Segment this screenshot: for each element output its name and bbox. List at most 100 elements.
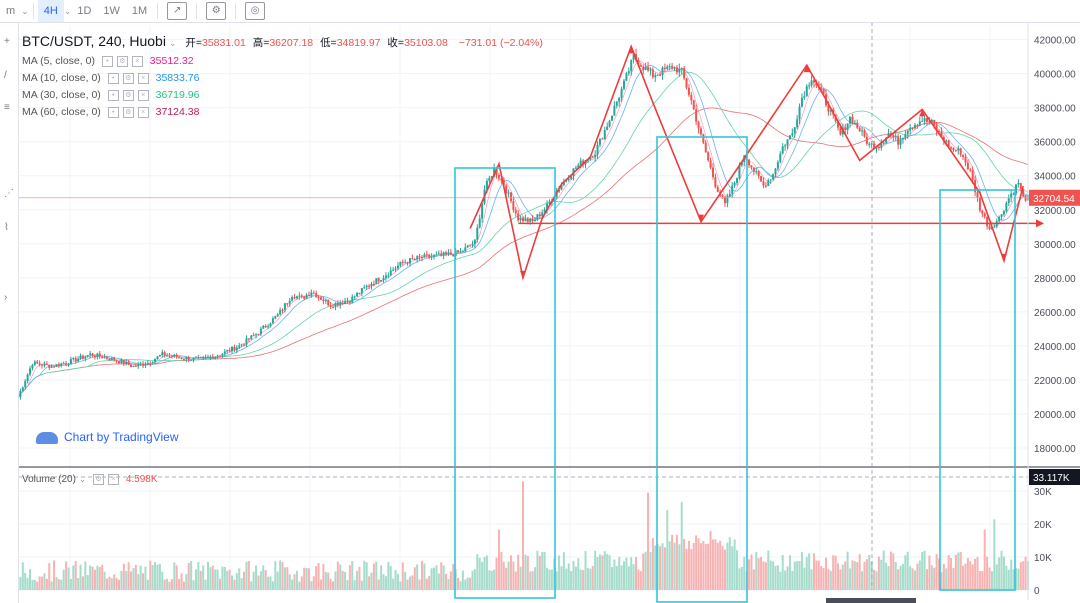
candle-body (146, 363, 149, 365)
volume-bar (235, 573, 238, 590)
volume-bar (132, 568, 135, 590)
candle-body (137, 363, 140, 367)
pattern-icon[interactable]: ⋰ (4, 188, 14, 199)
candle-body (512, 201, 515, 210)
close-icon[interactable]: × (137, 72, 149, 84)
volume-tick-label: 30K (1034, 487, 1052, 498)
settings-icon[interactable]: ⚙ (93, 474, 105, 485)
interval-1d[interactable]: 1D (77, 5, 92, 17)
candle-body (938, 130, 941, 132)
fib-icon[interactable]: ≡ (4, 102, 10, 113)
candle-body (598, 138, 601, 145)
volume-bar (762, 561, 765, 590)
close-icon[interactable]: × (108, 474, 120, 485)
candle-body (471, 244, 474, 246)
volume-bar (875, 571, 878, 590)
volume-bar (497, 529, 500, 590)
volume-bar (219, 578, 221, 590)
volume-bar (971, 564, 974, 590)
volume-bar (127, 562, 130, 590)
volume-bar (654, 545, 657, 590)
volume-bar (623, 561, 625, 590)
volume-bar (812, 553, 815, 590)
settings-icon[interactable]: ⚙ (122, 106, 134, 118)
volume-bar (748, 559, 751, 590)
candle-body (380, 280, 383, 282)
settings-icon[interactable]: ⚙ (122, 89, 134, 101)
close-icon[interactable]: × (137, 89, 149, 101)
volume-bar (447, 578, 450, 590)
candle-body (447, 252, 450, 255)
volume-bar (502, 561, 505, 590)
chevron-down-icon[interactable]: ⌄ (21, 5, 29, 16)
crosshair-icon[interactable]: + (4, 36, 10, 47)
candle-body (976, 192, 979, 198)
chart-style-icon[interactable]: ↗ (167, 2, 188, 20)
close-icon[interactable]: × (137, 106, 149, 118)
candle-body (570, 175, 573, 180)
candle-body (406, 262, 409, 264)
volume-bar (757, 558, 760, 590)
interval-1w[interactable]: 1W (103, 5, 120, 17)
volume-bar (110, 578, 113, 590)
candle-body (158, 355, 161, 357)
brush-icon[interactable]: ⌇ (4, 222, 9, 233)
candle-body (543, 209, 546, 213)
chevron-down-icon[interactable]: ⌄ (78, 474, 87, 485)
volume-bar (570, 571, 573, 590)
candle-body (57, 364, 60, 366)
candle-body (904, 134, 907, 139)
volume-bar (312, 576, 315, 590)
volume-bar (115, 577, 118, 590)
volume-bar (1002, 556, 1005, 590)
candle-body (387, 275, 390, 277)
settings-icon[interactable]: ⚙ (122, 72, 134, 84)
candle-body (351, 296, 354, 303)
close-icon[interactable]: × (131, 55, 143, 67)
volume-bar (702, 540, 705, 590)
volume-bar (598, 554, 601, 590)
interval-4h[interactable]: 4H (37, 0, 64, 22)
volume-bar (613, 559, 616, 590)
volume-bar (738, 568, 741, 590)
eye-icon[interactable]: • (101, 55, 113, 67)
volume-bar (639, 571, 642, 590)
candle-body (315, 293, 318, 298)
chevron-down-icon[interactable]: ⌄ (168, 38, 177, 48)
settings-icon[interactable]: ⚙ (206, 2, 227, 20)
trendline-icon[interactable]: / (4, 70, 7, 81)
candle-body (185, 357, 188, 360)
candle-body (445, 252, 448, 255)
candle-body (656, 74, 659, 76)
volume-bar (524, 554, 527, 590)
zoom-icon[interactable]: › (4, 292, 8, 303)
eye-icon[interactable]: • (107, 89, 119, 101)
candle-body (245, 338, 248, 345)
chevron-down-icon[interactable]: ⌄ (63, 5, 72, 16)
screenshot-icon[interactable]: ◎ (245, 2, 266, 20)
candle-body (608, 120, 611, 127)
volume-bar (252, 571, 255, 590)
eye-icon[interactable]: • (107, 72, 119, 84)
candle-body (187, 357, 190, 361)
candle-body (1007, 198, 1010, 203)
candle-body (170, 355, 173, 357)
ma-legend-row: MA (10, close, 0) • ⚙ × 35833.76 (22, 72, 199, 84)
volume-bar (276, 571, 279, 590)
watermark[interactable]: Chart by TradingView (36, 430, 179, 444)
settings-icon[interactable]: ⚙ (116, 55, 128, 67)
candle-body (394, 268, 397, 270)
volume-bar (139, 565, 142, 590)
volume-bar (772, 561, 775, 590)
eye-icon[interactable]: • (107, 106, 119, 118)
volume-bar (118, 579, 120, 590)
candle-body (945, 140, 948, 142)
volume-bar (406, 579, 409, 590)
candle-body (606, 126, 609, 131)
interval-1m[interactable]: 1M (131, 5, 148, 17)
candle-body (863, 130, 866, 137)
candle-body (344, 301, 347, 304)
volume-bar (865, 559, 868, 590)
interval-minutes[interactable]: m (6, 5, 16, 17)
